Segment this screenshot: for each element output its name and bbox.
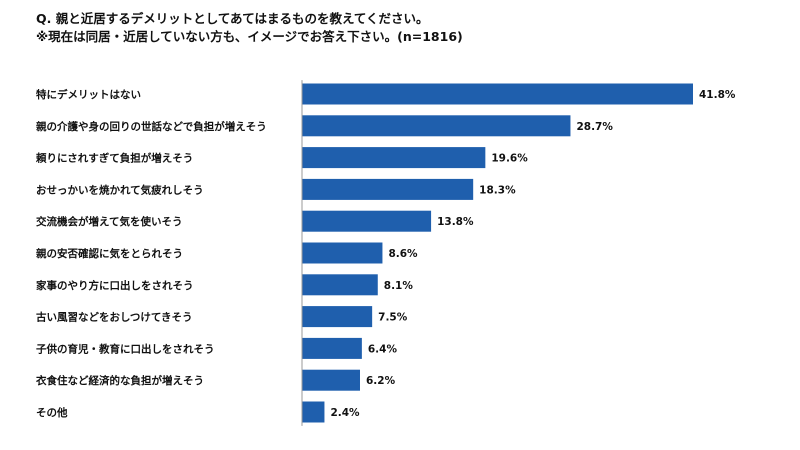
chart-title-block: Q. 親と近居するデメリットとしてあてはまるものを教えてください。 ※現在は同居…	[36, 10, 463, 46]
bar	[302, 401, 325, 423]
category-label: 頼りにされすぎて負担が増えそう	[35, 152, 193, 165]
value-label: 13.8%	[437, 216, 474, 228]
value-label: 8.6%	[388, 248, 418, 260]
bar	[302, 178, 474, 200]
category-label: おせっかいを焼かれて気疲れしそう	[36, 183, 204, 196]
chart-subtitle: ※現在は同居・近居していない方も、イメージでお答え下さい。(n=1816)	[36, 29, 463, 44]
value-label: 6.2%	[366, 375, 396, 387]
category-label: 衣食住など経済的な負担が増えそう	[36, 374, 204, 387]
bar	[302, 115, 571, 137]
value-label: 6.4%	[368, 343, 398, 355]
value-label: 28.7%	[576, 121, 613, 133]
category-label: 家事のやり方に口出しをされそう	[36, 279, 194, 292]
bar	[302, 83, 693, 105]
category-label: 親の介護や身の回りの世話などで負担が増えそう	[36, 120, 267, 133]
chart-title: Q. 親と近居するデメリットとしてあてはまるものを教えてください。	[36, 11, 429, 26]
bar	[302, 210, 432, 232]
value-label: 2.4%	[330, 407, 360, 419]
value-label: 41.8%	[699, 89, 736, 101]
bar	[302, 274, 378, 296]
category-label: 子供の育児・教育に口出しをされそう	[36, 342, 215, 355]
category-label: 交流機会が増えて気を使いそう	[36, 215, 182, 228]
value-label: 8.1%	[384, 280, 414, 292]
category-label: 親の安否確認に気をとられそう	[36, 247, 183, 260]
category-label: 特にデメリットはない	[36, 88, 141, 101]
category-label: その他	[36, 406, 68, 419]
value-label: 7.5%	[378, 312, 408, 324]
category-label: 古い風習などをおしつけてきそう	[36, 311, 193, 324]
value-label: 19.6%	[491, 153, 528, 165]
bar	[302, 369, 360, 391]
bar	[302, 242, 383, 264]
bar	[302, 306, 373, 328]
bar	[302, 337, 362, 359]
bar	[302, 147, 486, 169]
value-label: 18.3%	[479, 184, 516, 196]
